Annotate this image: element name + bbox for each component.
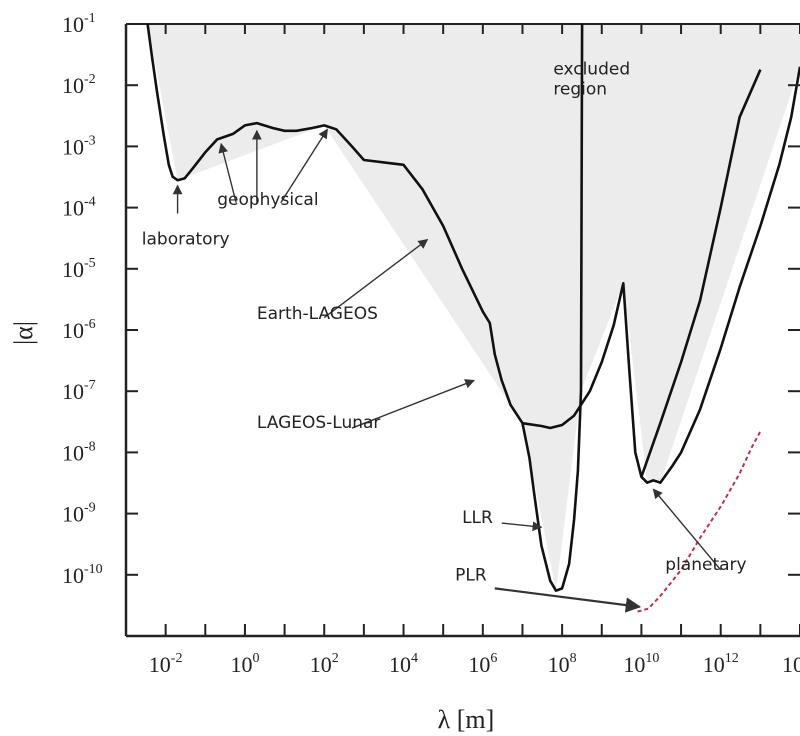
leader-arrow — [323, 239, 429, 319]
x-tick-label: 1014 — [782, 651, 800, 677]
y-axis-label: |α| — [9, 321, 38, 345]
x-tick-label: 102 — [310, 651, 339, 677]
series-line-2 — [640, 69, 762, 478]
annotation-excluded: excluded — [553, 59, 630, 79]
x-tick-label: 10-2 — [149, 651, 183, 677]
y-tick-label: 10-3 — [62, 133, 96, 159]
x-tick-label: 1010 — [623, 651, 659, 677]
excluded-region — [147, 24, 800, 591]
leader-arrow — [494, 587, 642, 613]
leader-arrow — [218, 142, 237, 203]
x-tick-label: 100 — [230, 651, 259, 677]
annotation-geophysical: geophysical — [217, 190, 318, 210]
leader-arrow — [501, 521, 543, 532]
leader-arrow — [280, 128, 328, 204]
x-tick-label: 108 — [548, 651, 577, 677]
annotation-planetary: planetary — [665, 555, 746, 575]
y-tick-label: 10-4 — [62, 195, 96, 221]
x-tick-label: 104 — [389, 651, 418, 677]
y-tick-label: 10-5 — [62, 256, 96, 282]
y-tick-label: 10-6 — [62, 317, 96, 343]
series-line-0 — [146, 23, 800, 485]
y-tick-label: 10-2 — [62, 72, 96, 98]
series-line-1 — [521, 23, 584, 593]
excluded-region-layer — [147, 24, 800, 591]
leader-arrow — [351, 379, 475, 429]
series-layer — [146, 23, 800, 613]
annotation-plr: PLR — [455, 566, 487, 586]
arrow-layer — [172, 128, 722, 613]
y-tick-label: 10-1 — [62, 11, 96, 37]
x-axis-ticks: 10-2 100 102 104 106 108 1010 1012 1014 — [125, 24, 800, 677]
leader-arrow — [652, 488, 722, 571]
annotation-lageos-lunar: LAGEOS-Lunar — [257, 413, 381, 433]
y-tick-label: 10-9 — [62, 501, 96, 527]
y-tick-label: 10-7 — [62, 378, 96, 404]
x-axis-label: λ [m] — [438, 705, 495, 734]
y-axis-ticks: 10-1 10-2 10-3 10-4 10-5 10-6 10-7 10-8 10-9 10-1… — [62, 11, 800, 588]
annotation-llr: LLR — [462, 508, 493, 528]
y-tick-label: 10-8 — [62, 439, 96, 465]
x-tick-label: 106 — [468, 651, 497, 677]
annotation-earth-lageos: Earth-LAGEOS — [257, 304, 378, 324]
annotation-region: region — [553, 80, 607, 100]
series-line-3 — [637, 430, 762, 613]
y-tick-label: 10-10 — [62, 562, 103, 588]
annotation-laboratory: laboratory — [142, 229, 230, 249]
x-tick-label: 1012 — [703, 651, 739, 677]
